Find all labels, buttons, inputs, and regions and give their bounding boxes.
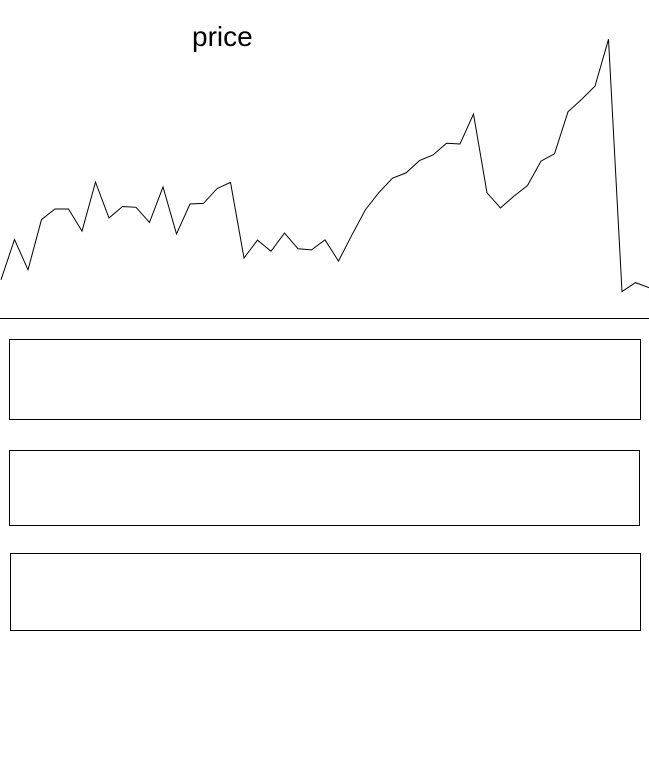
- empty-panel: [9, 339, 641, 420]
- price-series-line: [0, 39, 649, 293]
- series-layer: [0, 39, 649, 293]
- price-line-chart: [0, 39, 649, 293]
- empty-panel: [10, 553, 641, 631]
- chart-title: price: [192, 21, 253, 52]
- empty-panel: [9, 450, 640, 526]
- chart-divider: [0, 318, 649, 319]
